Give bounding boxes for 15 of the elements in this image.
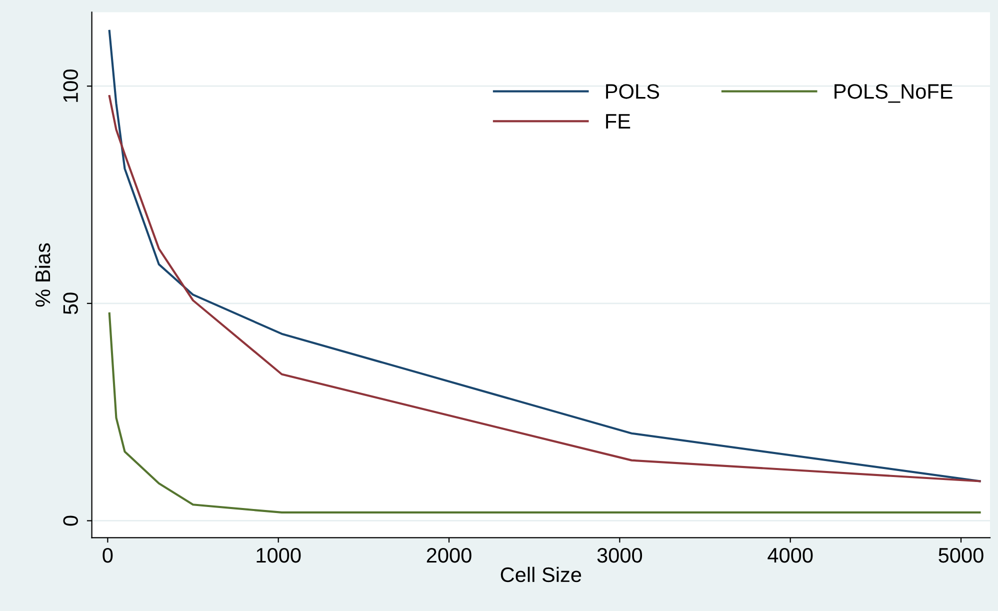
x-axis-title: Cell Size	[500, 566, 582, 582]
y-tick-label: 50	[63, 292, 78, 314]
x-tick-label: 3000	[597, 548, 642, 563]
y-tick-label: 100	[63, 70, 78, 102]
x-tick-label: 2000	[426, 548, 472, 563]
x-tick-label: 1000	[256, 548, 301, 563]
legend-label: POLS_NoFE	[834, 84, 952, 103]
x-tick-label: 4000	[768, 548, 813, 563]
y-axis-title: % Bias	[34, 243, 50, 307]
x-tick-label: 5000	[938, 548, 984, 563]
legend-label: FE	[606, 114, 630, 128]
x-tick-label: 0	[102, 548, 113, 563]
line-series	[108, 312, 981, 514]
y-tick-label: 0	[63, 516, 78, 526]
legend-label: POLS	[606, 84, 660, 99]
